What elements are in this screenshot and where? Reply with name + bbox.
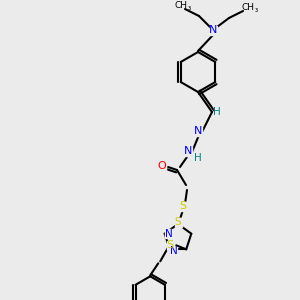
Bar — [158, 161, 166, 170]
Bar — [194, 127, 202, 136]
Text: O: O — [158, 161, 166, 171]
Text: ₃: ₃ — [254, 5, 258, 14]
Text: S: S — [175, 217, 181, 227]
Bar — [167, 241, 174, 250]
Text: CH: CH — [242, 4, 254, 13]
Text: H: H — [194, 153, 202, 163]
Bar — [165, 229, 172, 238]
Bar — [179, 202, 187, 211]
Text: H: H — [213, 107, 221, 117]
Bar — [194, 154, 202, 163]
Bar — [170, 247, 177, 256]
Text: CH: CH — [175, 2, 188, 10]
Bar — [175, 218, 182, 226]
Text: ₃: ₃ — [188, 4, 190, 13]
Text: N: N — [165, 229, 172, 239]
Text: N: N — [209, 25, 217, 35]
Bar — [214, 107, 220, 116]
Bar — [184, 146, 191, 155]
Bar — [209, 26, 217, 34]
Text: S: S — [167, 240, 174, 250]
Text: N: N — [194, 126, 202, 136]
Text: N: N — [170, 246, 178, 256]
Text: S: S — [179, 201, 187, 211]
Text: N: N — [184, 146, 192, 156]
